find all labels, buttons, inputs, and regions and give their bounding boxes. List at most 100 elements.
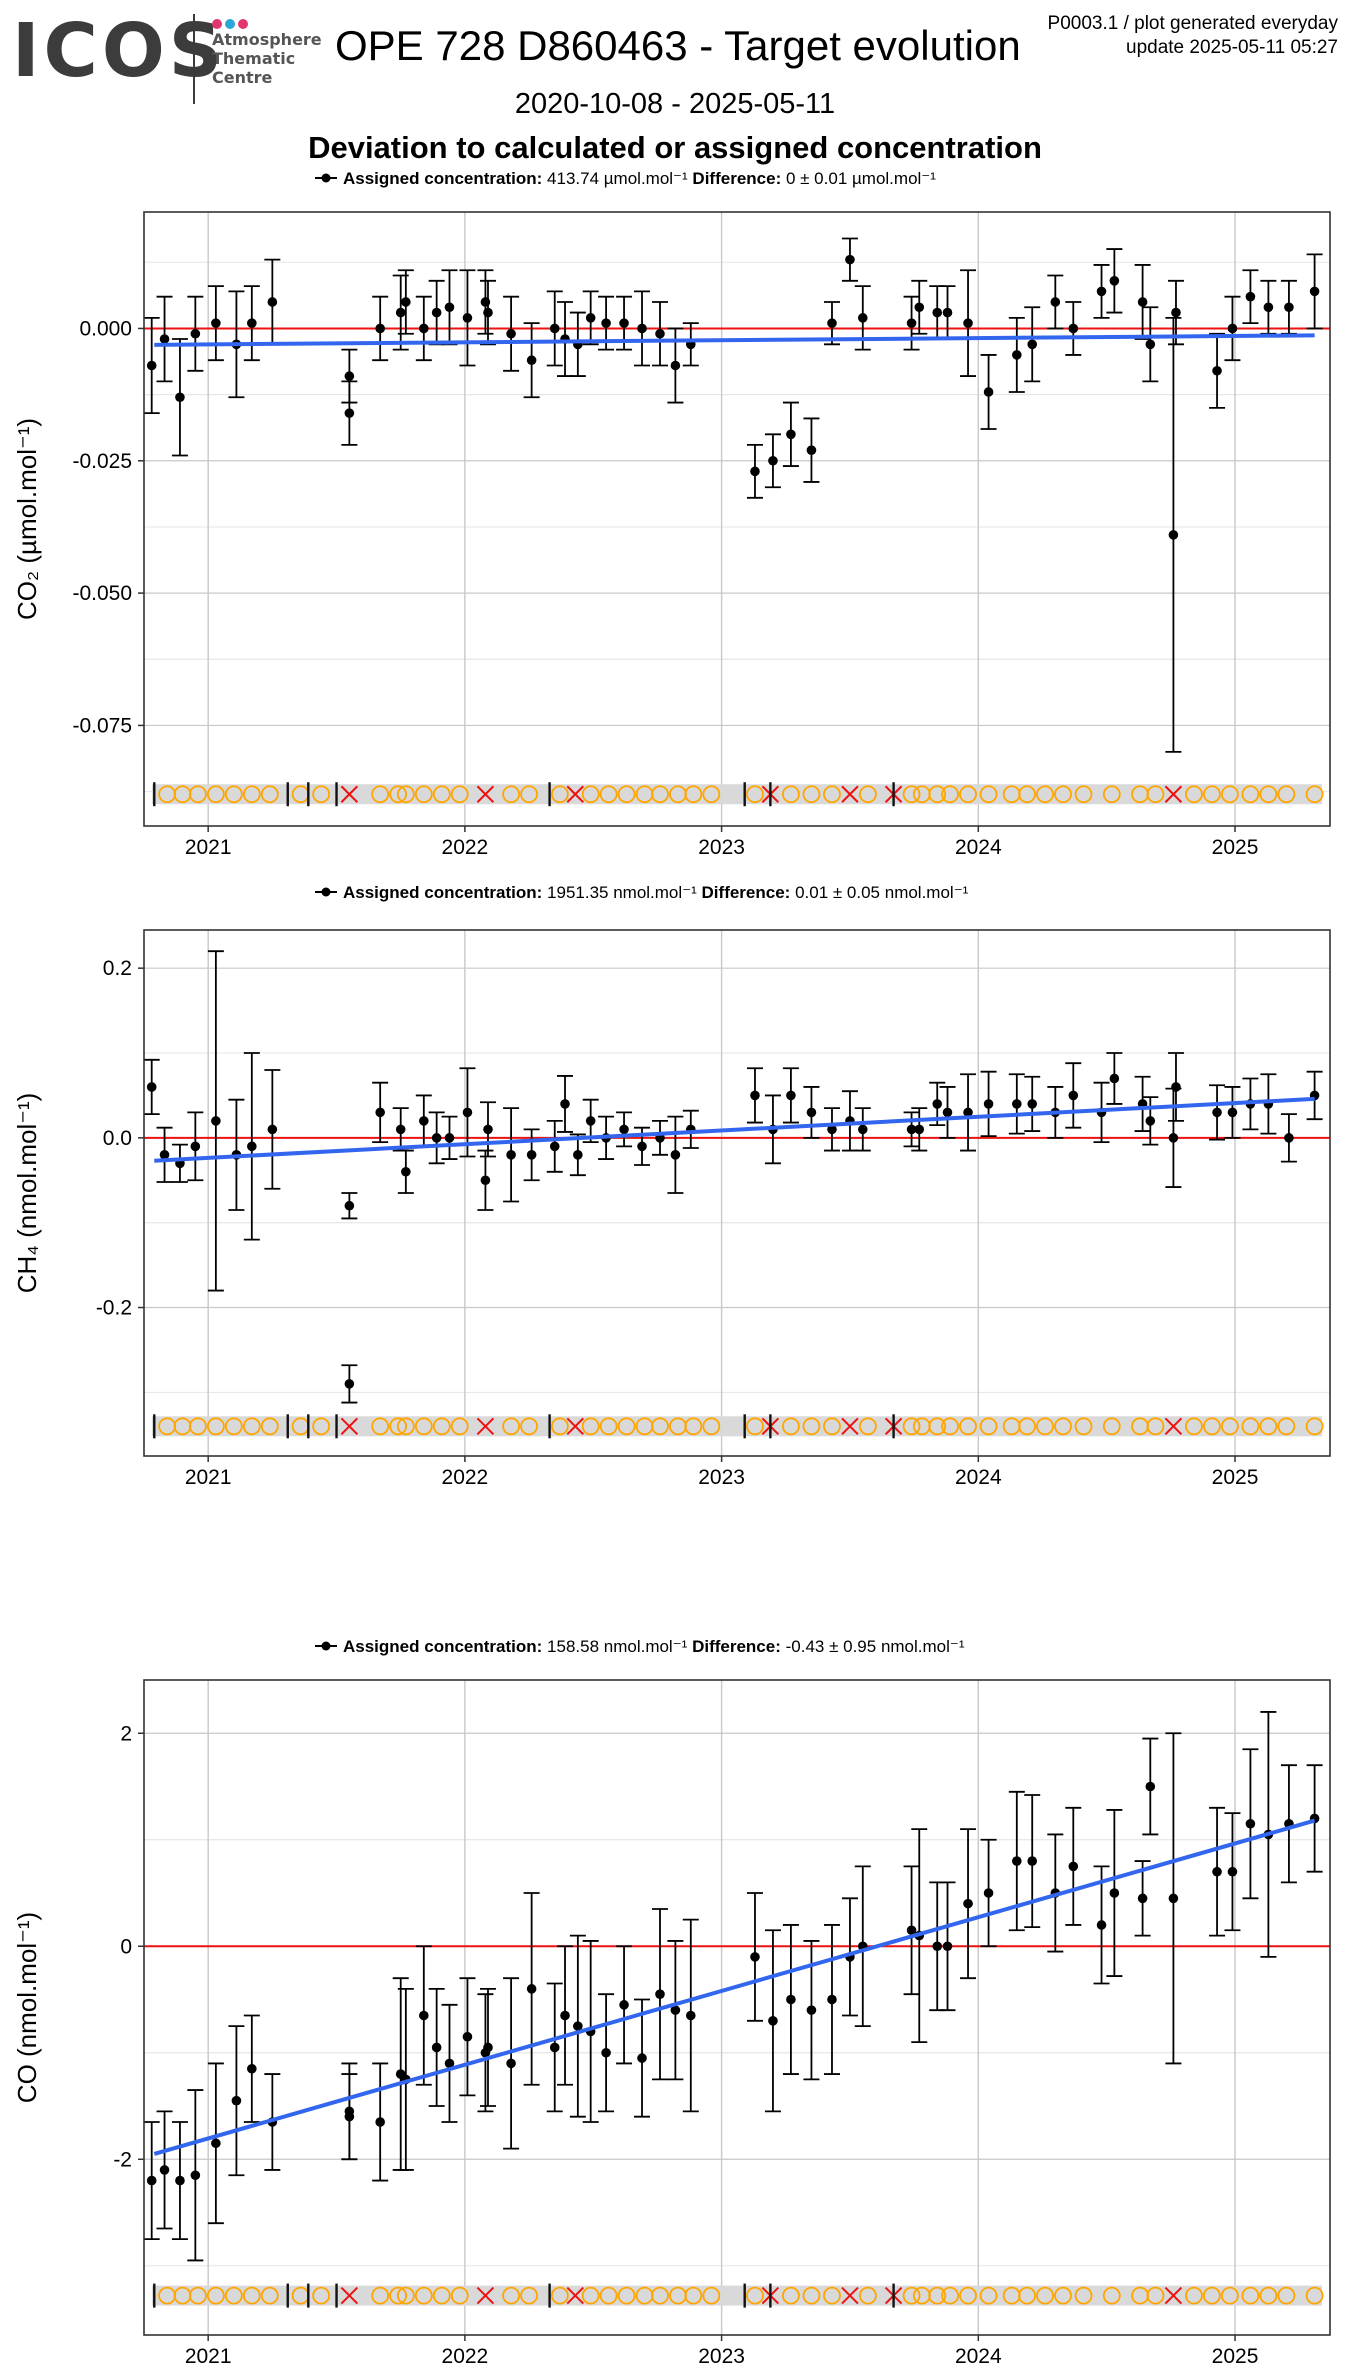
data-point (419, 1116, 429, 1126)
data-point (845, 254, 855, 265)
data-point (585, 1116, 596, 1126)
data-point (526, 355, 537, 366)
flag-circle (941, 1417, 959, 1436)
flag-circle (260, 785, 279, 804)
legend-point (321, 1641, 331, 1651)
plot-frame (143, 211, 1331, 827)
flag-circle (902, 2286, 921, 2305)
data-point (585, 313, 596, 323)
data-point (1096, 286, 1107, 297)
x-tick-label: 2022 (442, 1466, 489, 1489)
data-point (601, 318, 611, 328)
legend-point (321, 173, 331, 183)
flag-circle (746, 785, 764, 804)
flag-circle (189, 785, 207, 804)
flag-circle (432, 2286, 451, 2305)
x-tick-label: 2022 (442, 2345, 489, 2368)
flag-circle (312, 785, 331, 804)
data-point (1012, 1856, 1022, 1866)
data-point (231, 2095, 242, 2106)
flag-circle (189, 1417, 207, 1436)
flag-circle (389, 1417, 408, 1436)
data-point (983, 387, 994, 397)
flag-circle (859, 1417, 877, 1436)
x-tick-label: 2021 (185, 2345, 232, 2368)
data-point (1050, 297, 1061, 307)
data-points (143, 950, 1323, 1404)
legend-assigned-label: Assigned concentration: (343, 1637, 547, 1656)
flag-circle (414, 1417, 433, 1436)
flag-circle (312, 2286, 331, 2305)
flag-circle (502, 1417, 520, 1436)
data-point (1227, 1107, 1238, 1118)
data-point (267, 297, 278, 307)
data-point (549, 1141, 560, 1152)
legend-assigned-value: 1951.35 nmol.mol⁻¹ (547, 883, 702, 902)
data-point (932, 1099, 943, 1109)
data-point (1309, 286, 1320, 297)
data-point (395, 1124, 406, 1135)
flag-circle (928, 785, 947, 804)
flag-circle (702, 1417, 721, 1436)
flag-circle (941, 785, 959, 804)
icos-logo-wordmark: ICOS (12, 8, 227, 94)
data-point (211, 1116, 221, 1126)
data-point (619, 318, 629, 328)
flag-circle (1185, 785, 1203, 804)
flag-circle (651, 785, 669, 804)
flag-circle (651, 2286, 669, 2305)
flag-circle (396, 785, 415, 804)
data-point (395, 307, 406, 318)
data-point (1245, 1818, 1256, 1829)
data-point (768, 2016, 778, 2026)
flag-circle (224, 785, 243, 804)
flag-circle (450, 785, 469, 804)
data-point (146, 360, 157, 371)
flag-circle (1220, 785, 1239, 804)
logo-dots-icon (212, 16, 251, 34)
legend-point (321, 887, 331, 897)
data-point (480, 1175, 491, 1186)
legend: Assigned concentration: 413.74 µmol.mol⁻… (315, 169, 936, 188)
data-point (549, 2042, 560, 2053)
flag-circle (396, 2286, 415, 2305)
flag-cross (476, 2286, 495, 2305)
data-point (1284, 302, 1294, 313)
flag-circle (1241, 785, 1260, 804)
data-point (344, 1200, 355, 1211)
flag-circle (260, 1417, 279, 1436)
data-point (1212, 365, 1222, 376)
data-point (506, 2058, 516, 2069)
data-point (444, 1133, 455, 1143)
data-point (401, 297, 411, 307)
y-tick-label: -2 (113, 2148, 132, 2171)
y-axis-label: CH₄ (nmol.mol⁻¹) (12, 1093, 42, 1294)
data-point (444, 302, 455, 313)
x-tick-label: 2023 (698, 1466, 745, 1489)
y-tick-label: 0.2 (103, 957, 132, 980)
logo-dot-2 (225, 19, 235, 29)
flag-circle (617, 785, 636, 804)
data-point (1212, 1866, 1222, 1877)
data-point (431, 307, 442, 318)
y-tick-label: 0.000 (79, 317, 132, 340)
trend-line (154, 333, 1315, 347)
flag-circle (746, 2286, 764, 2305)
co2-panel: Assigned concentration: 413.74 µmol.mol⁻… (12, 169, 1331, 859)
legend-diff-value: 0 ± 0.01 µmol.mol⁻¹ (786, 169, 936, 188)
flag-cross (841, 785, 859, 803)
flag-circle (1259, 785, 1278, 804)
y-axis-label: CO (nmol.mol⁻¹) (12, 1912, 42, 2103)
x-tick-label: 2021 (185, 836, 232, 859)
flag-circle (581, 1417, 600, 1436)
update-time: update 2025-05-11 05:27 (1126, 37, 1338, 58)
plot-frame (143, 1679, 1331, 2336)
flag-circle (902, 785, 921, 804)
trend-line (153, 1818, 1316, 2156)
flag-circle (450, 2286, 469, 2305)
flag-circle (1102, 785, 1121, 804)
data-point (159, 1150, 170, 1160)
flag-circle (520, 2286, 538, 2305)
data-point (637, 1141, 647, 1152)
data-point (375, 2117, 385, 2127)
